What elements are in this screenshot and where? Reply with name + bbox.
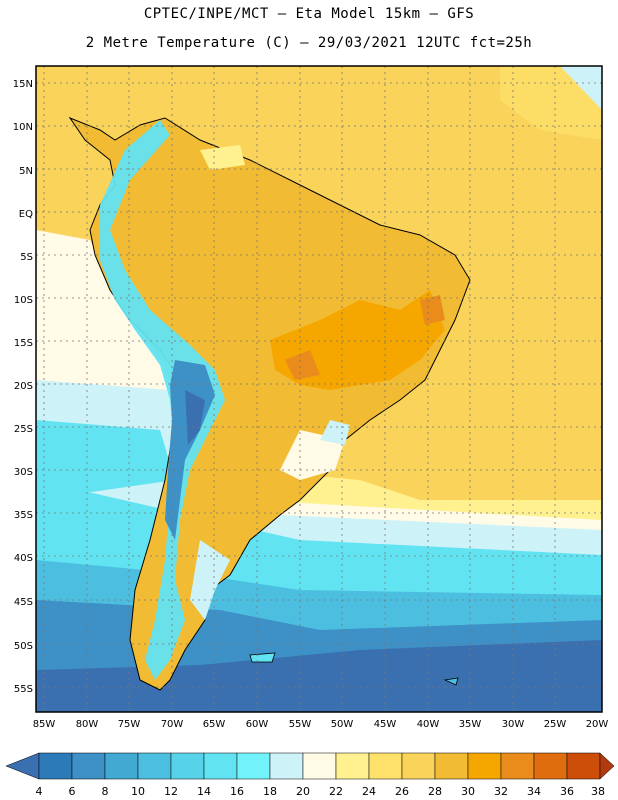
lon-label: 20W bbox=[586, 719, 609, 730]
color-legend: 4 6 8 10 12 14 16 18 20 22 24 26 28 30 3… bbox=[5, 752, 615, 798]
legend-swatch bbox=[269, 752, 304, 780]
lon-label: 45W bbox=[374, 719, 397, 730]
lon-label: 35W bbox=[459, 719, 482, 730]
legend-swatch bbox=[401, 752, 436, 780]
legend-swatch bbox=[566, 752, 601, 780]
legend-swatch bbox=[104, 752, 139, 780]
lon-label: 60W bbox=[246, 719, 269, 730]
legend-value: 4 bbox=[36, 785, 43, 798]
lat-label: 10N bbox=[13, 122, 33, 133]
lon-label: 25W bbox=[544, 719, 567, 730]
legend-value: 8 bbox=[102, 785, 109, 798]
lon-label: 75W bbox=[118, 719, 141, 730]
lat-label: 20S bbox=[14, 381, 33, 392]
temperature-field bbox=[36, 66, 602, 712]
legend-value: 28 bbox=[428, 785, 442, 798]
lon-label: 50W bbox=[331, 719, 354, 730]
lat-label: 35S bbox=[14, 510, 33, 521]
map-frame bbox=[35, 65, 603, 713]
lon-label: 55W bbox=[289, 719, 312, 730]
legend-swatch bbox=[467, 752, 502, 780]
lon-label: 65W bbox=[203, 719, 226, 730]
legend-value: 10 bbox=[131, 785, 145, 798]
lon-label: 85W bbox=[33, 719, 56, 730]
lat-label: 25S bbox=[14, 424, 33, 435]
lat-label: 15N bbox=[13, 79, 33, 90]
legend-swatch bbox=[302, 752, 337, 780]
legend-value: 36 bbox=[560, 785, 574, 798]
legend-swatch bbox=[38, 752, 73, 780]
legend-swatch bbox=[203, 752, 238, 780]
map-title-line1: CPTEC/INPE/MCT – Eta Model 15km – GFS bbox=[143, 6, 475, 22]
legend-value: 12 bbox=[164, 785, 178, 798]
legend-swatch bbox=[599, 752, 615, 780]
legend-value: 14 bbox=[197, 785, 211, 798]
legend-value: 16 bbox=[230, 785, 244, 798]
lat-label: 45S bbox=[14, 597, 33, 608]
legend-swatch bbox=[170, 752, 205, 780]
lon-label: 70W bbox=[161, 719, 184, 730]
lat-label: 10S bbox=[14, 295, 33, 306]
lat-label: 5S bbox=[20, 252, 33, 263]
legend-value: 30 bbox=[461, 785, 475, 798]
legend-swatch bbox=[335, 752, 370, 780]
legend-value: 22 bbox=[329, 785, 343, 798]
legend-swatch bbox=[71, 752, 106, 780]
legend-value: 6 bbox=[69, 785, 76, 798]
legend-swatch bbox=[533, 752, 568, 780]
legend-value: 32 bbox=[494, 785, 508, 798]
lat-label: 5N bbox=[19, 166, 33, 177]
legend-value: 20 bbox=[296, 785, 310, 798]
longitude-labels: 85W 80W 75W 70W 65W 60W 55W 50W 45W 40W … bbox=[33, 719, 609, 730]
legend-value: 34 bbox=[527, 785, 541, 798]
legend-value: 24 bbox=[362, 785, 376, 798]
lat-label: EQ bbox=[19, 209, 33, 220]
legend-swatch bbox=[368, 752, 403, 780]
graticule bbox=[36, 66, 602, 712]
lon-label: 30W bbox=[502, 719, 525, 730]
legend-swatch bbox=[236, 752, 271, 780]
lat-label: 40S bbox=[14, 553, 33, 564]
lon-label: 80W bbox=[76, 719, 99, 730]
lat-label: 50S bbox=[14, 641, 33, 652]
legend-swatch bbox=[500, 752, 535, 780]
lon-label: 40W bbox=[417, 719, 440, 730]
lat-label: 30S bbox=[14, 467, 33, 478]
legend-value: 38 bbox=[591, 785, 605, 798]
lat-label: 15S bbox=[14, 338, 33, 349]
legend-swatch bbox=[5, 752, 40, 780]
legend-swatch bbox=[434, 752, 469, 780]
legend-value: 18 bbox=[263, 785, 277, 798]
map-title-line2: 2 Metre Temperature (C) – 29/03/2021 12U… bbox=[85, 35, 533, 51]
legend-swatch bbox=[137, 752, 172, 780]
lat-label: 55S bbox=[14, 684, 33, 695]
legend-value: 26 bbox=[395, 785, 409, 798]
latitude-labels: 15N 10N 5N EQ 5S 10S 15S 20S 25S 30S 35S… bbox=[13, 79, 33, 695]
